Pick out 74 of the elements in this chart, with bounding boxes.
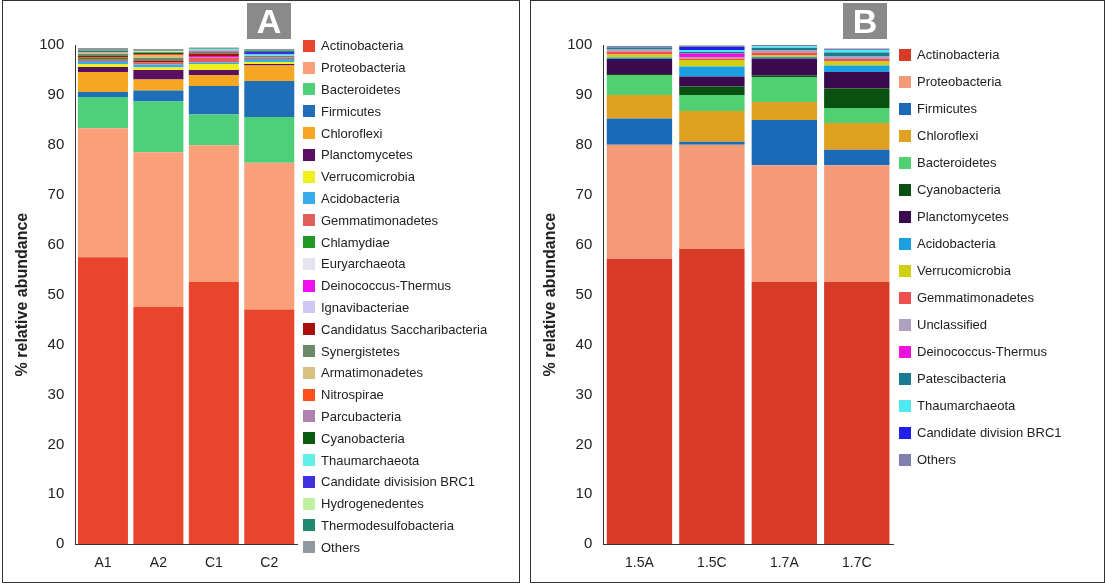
legend-label: Thaumarchaeota bbox=[321, 452, 420, 468]
legend-label: Nitrospirae bbox=[321, 387, 384, 403]
legend-label: Others bbox=[917, 452, 957, 467]
legend-label: Others bbox=[321, 539, 361, 555]
legend-label: Verrucomicrobia bbox=[917, 263, 1011, 278]
legend-label: Euryarchaeota bbox=[321, 256, 406, 272]
y-tick-label: 90 bbox=[47, 85, 65, 103]
y-tick-label: 10 bbox=[47, 484, 65, 502]
legend-label: Firmicutes bbox=[917, 101, 977, 116]
legend-label: Planctomycetes bbox=[917, 209, 1009, 224]
legend-label: Ignavibacteriae bbox=[321, 299, 410, 315]
x-tick-label: 1.5C bbox=[697, 554, 727, 571]
legend-label: Proteobacteria bbox=[321, 60, 406, 76]
x-tick-label: C2 bbox=[260, 554, 279, 571]
y-axis-title: % relative abundance bbox=[13, 212, 31, 377]
legend-label: Thermodesulfobacteria bbox=[321, 517, 454, 533]
legend-label: Acidobacteria bbox=[917, 236, 996, 251]
x-tick-label: A1 bbox=[94, 554, 112, 571]
legend-label: Planctomycetes bbox=[321, 147, 413, 163]
x-tick-label: A2 bbox=[149, 554, 168, 571]
y-tick-label: 90 bbox=[575, 85, 593, 103]
y-tick-label: 100 bbox=[39, 35, 65, 53]
chart-title: A bbox=[247, 2, 291, 40]
y-tick-label: 30 bbox=[47, 384, 65, 402]
y-tick-label: 60 bbox=[575, 234, 593, 252]
legend-label: Chloroflexi bbox=[917, 128, 979, 143]
y-tick-label: 20 bbox=[575, 434, 593, 452]
x-tick-label: C1 bbox=[204, 554, 223, 571]
legend-label: Actinobacteria bbox=[917, 47, 1000, 62]
legend-label: Candidate division BRC1 bbox=[917, 425, 1062, 440]
legend-label: Thaumarchaeota bbox=[917, 398, 1016, 413]
legend-label: Verrucomicrobia bbox=[321, 169, 415, 185]
legend-label: Acidobacteria bbox=[321, 190, 400, 206]
legend-label: Deinococcus-Thermus bbox=[321, 278, 452, 294]
legend-label: Gemmatimonadetes bbox=[917, 290, 1035, 305]
legend-label: Armatimonadetes bbox=[321, 365, 423, 381]
legend-label: Bacteroidetes bbox=[321, 81, 401, 97]
y-tick-label: 40 bbox=[575, 334, 593, 352]
legend-label: Actinobacteria bbox=[321, 38, 404, 54]
y-tick-label: 80 bbox=[575, 134, 593, 152]
legend-label: Gemmatimonadetes bbox=[321, 212, 439, 228]
x-tick-label: 1.5A bbox=[625, 554, 655, 571]
legend-label: Parcubacteria bbox=[321, 408, 402, 424]
y-tick-label: 40 bbox=[47, 334, 65, 352]
legend-label: Cyanobacteria bbox=[321, 430, 405, 446]
legend-label: Hydrogenedentes bbox=[321, 496, 424, 512]
y-tick-label: 60 bbox=[47, 234, 65, 252]
legend-label: Candidatus Saccharibacteria bbox=[321, 321, 488, 337]
legend-label: Deinococcus-Thermus bbox=[917, 344, 1048, 359]
legend-label: Proteobacteria bbox=[917, 74, 1002, 89]
legend-label: Cyanobacteria bbox=[917, 182, 1001, 197]
legend-label: Chlamydiae bbox=[321, 234, 390, 250]
y-tick-label: 10 bbox=[575, 484, 593, 502]
y-tick-label: 30 bbox=[575, 384, 593, 402]
y-tick-label: 50 bbox=[575, 284, 593, 302]
legend-label: Patescibacteria bbox=[917, 371, 1006, 386]
y-tick-label: 100 bbox=[567, 35, 593, 53]
x-tick-label: 1.7C bbox=[841, 554, 872, 571]
y-tick-label: 50 bbox=[47, 284, 65, 302]
legend-label: Firmicutes bbox=[321, 103, 381, 119]
y-tick-label: 80 bbox=[47, 134, 65, 152]
y-axis-title: % relative abundance bbox=[541, 212, 559, 377]
y-tick-label: 20 bbox=[47, 434, 65, 452]
legend-label: Synergistetes bbox=[321, 343, 400, 359]
chart-title: B bbox=[843, 2, 887, 40]
y-tick-label: 0 bbox=[55, 534, 65, 552]
legend-label: Bacteroidetes bbox=[917, 155, 997, 170]
y-tick-label: 70 bbox=[47, 184, 65, 202]
legend-label: Chloroflexi bbox=[321, 125, 383, 141]
y-tick-label: 70 bbox=[575, 184, 593, 202]
x-tick-label: 1.7A bbox=[769, 554, 800, 571]
y-tick-label: 0 bbox=[583, 534, 593, 552]
legend-label: Candidate divisision BRC1 bbox=[321, 474, 475, 490]
legend-label: Unclassified bbox=[917, 317, 988, 332]
